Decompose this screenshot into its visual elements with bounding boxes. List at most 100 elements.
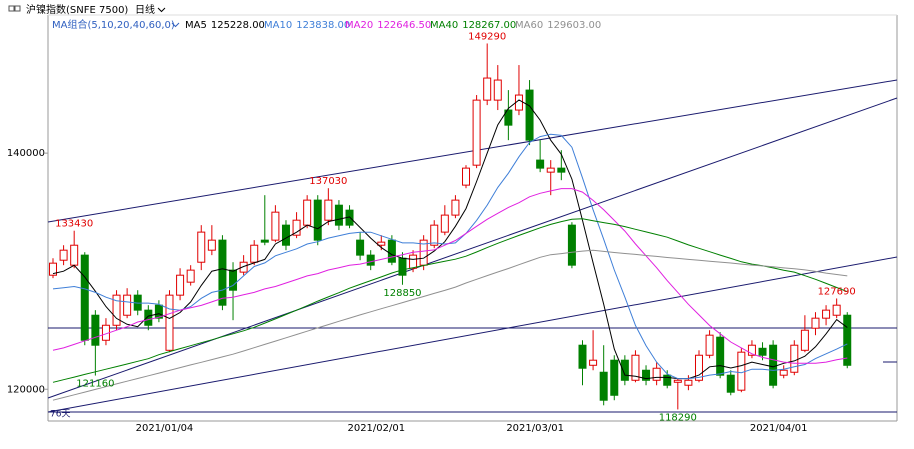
candle-body [366, 254, 375, 266]
candle-body [546, 167, 555, 173]
candle-body [387, 239, 396, 263]
extreme-label: 118290 [659, 412, 697, 423]
legend-name: MA10 [264, 20, 292, 31]
trend-line [47, 97, 898, 399]
candle-body [398, 257, 407, 276]
candle-body [239, 261, 248, 273]
candle-body [790, 344, 799, 373]
legend-entry: MA40 128267.00 [430, 20, 516, 31]
ma-line [52, 188, 848, 364]
candle-body [705, 334, 714, 356]
extreme-label: 133430 [55, 219, 93, 230]
candle-body [779, 369, 788, 376]
extreme-label: 121160 [76, 379, 114, 390]
candle-body [769, 344, 778, 386]
candle-body [112, 294, 121, 326]
ma-line [52, 249, 848, 401]
x-tick-label: 2021/03/01 [506, 423, 564, 434]
trend-line [47, 79, 898, 223]
candle-body [642, 369, 651, 381]
candle-body [324, 199, 333, 221]
candle-body [493, 79, 502, 101]
candle-body [451, 199, 460, 216]
candle-body [154, 304, 163, 319]
candle-body [832, 304, 841, 316]
candle-body [303, 199, 312, 226]
candle-body [377, 241, 386, 246]
candle-body [80, 254, 89, 341]
legend-name: MA40 [430, 20, 458, 31]
candle-body [599, 371, 608, 401]
x-tick-label: 2021/04/01 [750, 423, 808, 434]
candle-body [800, 329, 809, 351]
extreme-label: 128850 [383, 288, 421, 299]
candle-body [716, 336, 725, 376]
legend-value: 122646.50 [377, 20, 431, 31]
chart-title: 沪镍指数(SNFE 7500) [26, 3, 128, 16]
candle-body [620, 359, 629, 381]
candle-body [409, 254, 418, 269]
legend-entry: MA5 125228.00 [185, 20, 265, 31]
x-tick-label: 2021/01/04 [136, 423, 194, 434]
dropdown-arrow[interactable] [171, 22, 180, 28]
candle-body [536, 159, 545, 169]
icon [8, 5, 15, 12]
candle-body [356, 239, 365, 256]
candle-body [525, 89, 534, 141]
legend-value: 129603.00 [547, 20, 601, 31]
candle-body [260, 239, 269, 243]
candle-body [218, 239, 227, 306]
candle-body [673, 379, 682, 383]
legend-name: MA5 [185, 20, 207, 31]
candle-body [663, 374, 672, 386]
extreme-label: 127690 [818, 286, 856, 297]
candle-body [652, 367, 661, 381]
ma-line [52, 133, 848, 380]
note: 76天 [50, 410, 70, 420]
candle-body [334, 204, 343, 226]
candle-body [726, 374, 735, 393]
extreme-label: 149290 [468, 31, 506, 42]
candle-body [504, 109, 513, 126]
candle-body [694, 354, 703, 381]
ma-line [52, 99, 848, 380]
candle-body [250, 244, 259, 263]
legend-value: 123838.00 [296, 20, 350, 31]
candle-body [313, 199, 322, 241]
candle-body [811, 317, 820, 329]
candle-body [684, 379, 693, 386]
candle-body [165, 294, 174, 351]
candle-body [578, 344, 587, 369]
period[interactable]: 日线 [135, 3, 155, 16]
y-tick-label: 120000 [7, 384, 45, 395]
candle-body [557, 167, 566, 173]
candle-body [271, 211, 280, 241]
candle-body [207, 239, 216, 251]
trend-line [47, 256, 898, 413]
legend-name: MA60 [515, 20, 543, 31]
legend-entry: MA10 123838.00 [264, 20, 350, 31]
candle-body [91, 314, 100, 346]
candle-body [567, 224, 576, 266]
candle-body [462, 167, 471, 186]
candle-body [747, 344, 756, 356]
candle-body [59, 249, 68, 261]
candle-body [70, 244, 79, 266]
candle-body [737, 351, 746, 391]
candle-body [483, 77, 492, 101]
candle-body [440, 214, 449, 233]
y-tick-label: 140000 [7, 148, 45, 159]
candle-body [186, 269, 195, 283]
ma-group[interactable]: MA组合(5,10,20,40,60,0) [52, 18, 175, 31]
candle-body [292, 219, 301, 236]
candle-body [197, 231, 206, 263]
extreme-label: 137030 [309, 176, 347, 187]
dropdown-arrow[interactable] [157, 7, 166, 13]
candle-body [610, 359, 619, 396]
x-tick-label: 2021/02/01 [347, 423, 405, 434]
candle-body [49, 262, 57, 276]
candle-body [758, 347, 767, 356]
candle-body [472, 99, 481, 166]
